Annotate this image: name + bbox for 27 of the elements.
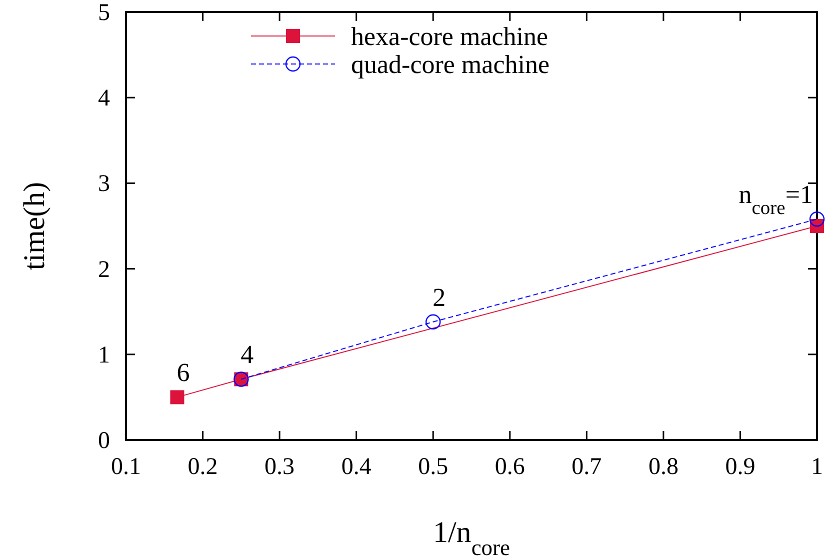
point	[170, 390, 184, 404]
x-tick-label: 0.8	[648, 454, 678, 480]
annotation: 4	[240, 340, 254, 370]
point	[809, 212, 825, 227]
point	[426, 314, 441, 330]
x-tick-label: 0.2	[188, 454, 218, 480]
x-tick-label: 1	[811, 454, 823, 480]
x-tick-label: 0.4	[341, 454, 372, 480]
x-axis-title: 1/n$_{core}$	[432, 516, 510, 556]
x-tick-label: 0.6	[494, 454, 525, 480]
y-tick-label: 0	[98, 428, 110, 454]
annotation: n$_{core}$=1	[738, 180, 813, 219]
y-tick-label: 1	[98, 342, 110, 368]
legend-label: hexa-core machine	[351, 22, 548, 51]
y-tick-label: 5	[98, 0, 110, 26]
x-tick-label: 0.9	[725, 454, 756, 480]
x-tick-label: 0.3	[264, 454, 295, 480]
x-tick-label: 0.5	[418, 454, 448, 480]
y-axis-title: time(h)	[18, 182, 51, 270]
legend-label: quad-core machine	[351, 50, 550, 79]
x-tick-label: 0.7	[572, 454, 602, 480]
y-tick-label: 3	[98, 171, 110, 198]
annotation: 6	[176, 358, 190, 388]
y-tick-label: 4	[98, 86, 110, 112]
y-tick-label: 2	[98, 256, 110, 283]
x-tick-label: 0.1	[111, 454, 141, 480]
annotation: 2	[432, 282, 446, 312]
